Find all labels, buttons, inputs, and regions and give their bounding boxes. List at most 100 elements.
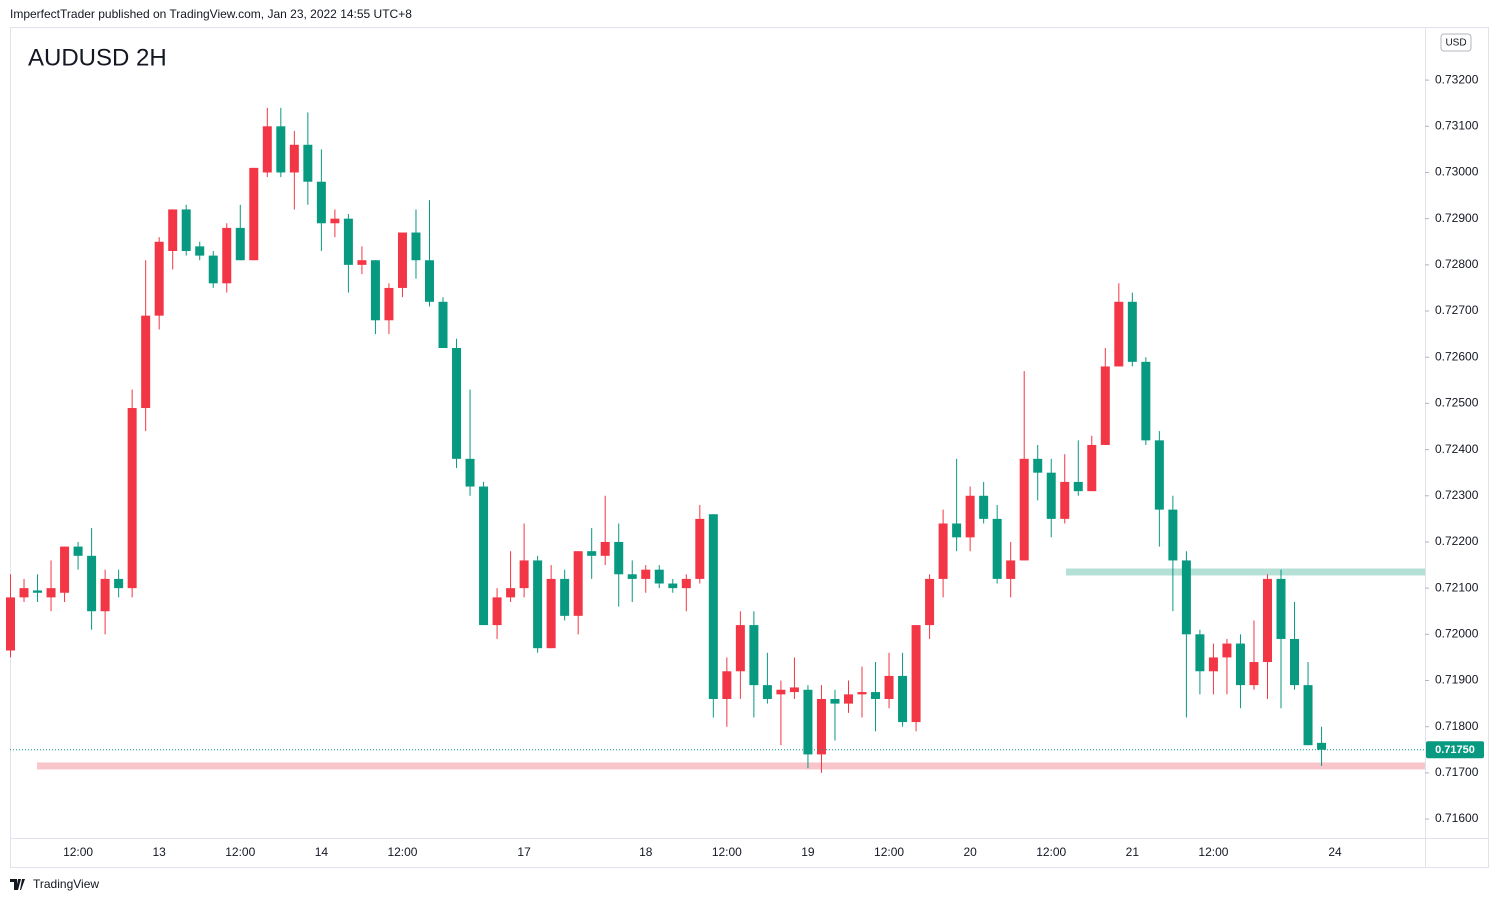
- candle-body: [573, 551, 583, 616]
- candle-body: [397, 232, 407, 288]
- candle-body: [33, 590, 43, 593]
- candle-body: [19, 588, 29, 598]
- candle-body: [925, 578, 935, 626]
- candle-body: [668, 583, 678, 589]
- x-tick-label: 12:00: [225, 845, 255, 859]
- candle-body: [303, 144, 313, 182]
- x-tick-label: 12:00: [63, 845, 93, 859]
- y-tick-label: 0.72500: [1435, 396, 1479, 410]
- plot-area: [6, 107, 1327, 773]
- candle-body: [1006, 560, 1016, 579]
- candle-body: [789, 687, 799, 693]
- chart-title: AUDUSD 2H: [28, 44, 167, 71]
- candle-body: [249, 167, 259, 261]
- x-tick-label: 12:00: [1036, 845, 1066, 859]
- candle-body: [384, 287, 394, 321]
- candle-body: [46, 588, 56, 598]
- candle-body: [235, 227, 245, 261]
- y-tick-label: 0.72600: [1435, 349, 1479, 363]
- candle-body: [100, 578, 110, 612]
- candle-body: [614, 541, 624, 575]
- candle-body: [519, 560, 529, 589]
- candle-body: [424, 260, 434, 302]
- level-zone: [37, 762, 1425, 770]
- candle-body: [1019, 458, 1029, 561]
- candle-body: [695, 518, 705, 579]
- candle-body: [195, 246, 205, 256]
- candle-body: [830, 698, 840, 704]
- candle-body: [560, 578, 570, 616]
- y-tick-label: 0.72000: [1435, 626, 1479, 640]
- candle-body: [1290, 638, 1300, 686]
- x-tick-label: 24: [1328, 845, 1342, 859]
- candle-body: [1303, 685, 1313, 746]
- candle-body: [1141, 361, 1151, 441]
- candle-body: [654, 569, 664, 584]
- x-tick-label: 12:00: [874, 845, 904, 859]
- candle-body: [627, 574, 637, 579]
- candle-body: [114, 578, 124, 589]
- candle-body: [6, 597, 15, 651]
- candle-body: [316, 181, 326, 224]
- currency-label: USD: [1445, 38, 1466, 49]
- x-tick-label: 21: [1126, 845, 1140, 859]
- candle-body: [370, 260, 380, 321]
- candle-body: [979, 495, 989, 519]
- candle-body: [1235, 643, 1245, 686]
- candle-body: [546, 578, 556, 649]
- candle-body: [330, 218, 340, 224]
- candle-body: [87, 555, 97, 612]
- candle-body: [1195, 634, 1205, 672]
- candle-body: [816, 698, 826, 755]
- candle-body: [1222, 643, 1232, 658]
- candle-body: [1181, 560, 1191, 635]
- candle-body: [681, 578, 691, 589]
- candle-body: [479, 486, 489, 626]
- candle-body: [533, 560, 543, 649]
- x-tick-label: 13: [152, 845, 166, 859]
- candle-body: [168, 209, 178, 251]
- tv-logo: [10, 879, 25, 890]
- last-price-badge: [1426, 741, 1484, 759]
- candle-body: [1262, 578, 1272, 663]
- y-tick-label: 0.71800: [1435, 719, 1479, 733]
- candle-body: [411, 232, 421, 261]
- candle-body: [992, 518, 1002, 579]
- candle-body: [222, 227, 232, 284]
- candle-body: [1168, 509, 1178, 561]
- candle-body: [289, 144, 299, 173]
- y-tick-label: 0.71900: [1435, 673, 1479, 687]
- candle-body: [843, 694, 853, 704]
- y-tick-label: 0.73000: [1435, 165, 1479, 179]
- candle-body: [857, 692, 867, 695]
- candle-body: [73, 546, 83, 556]
- x-tick-label: 12:00: [1198, 845, 1228, 859]
- last-price-label: 0.71750: [1435, 744, 1475, 756]
- x-tick-label: 12:00: [712, 845, 742, 859]
- candle-body: [127, 408, 137, 589]
- x-tick-label: 17: [517, 845, 531, 859]
- y-tick-label: 0.72700: [1435, 303, 1479, 317]
- candle-body: [60, 546, 70, 593]
- candle-body: [776, 689, 786, 695]
- candle-body: [343, 218, 353, 265]
- y-tick-label: 0.72300: [1435, 488, 1479, 502]
- candle-body: [1208, 657, 1218, 672]
- candle-body: [722, 671, 732, 699]
- candle-body: [1087, 444, 1097, 492]
- candle-body: [492, 597, 502, 626]
- y-tick-label: 0.72200: [1435, 534, 1479, 548]
- brand-name: TradingView: [33, 877, 99, 891]
- x-tick-label: 14: [315, 845, 329, 859]
- x-tick-label: 12:00: [387, 845, 417, 859]
- chart-frame: [10, 27, 1489, 868]
- candle-body: [803, 689, 813, 755]
- candle-body: [708, 514, 718, 699]
- x-tick-label: 19: [801, 845, 815, 859]
- candle-body: [141, 315, 151, 409]
- candle-body: [965, 495, 975, 538]
- candle-body: [208, 255, 218, 284]
- candle-body: [1060, 481, 1070, 519]
- y-tick-label: 0.72900: [1435, 211, 1479, 225]
